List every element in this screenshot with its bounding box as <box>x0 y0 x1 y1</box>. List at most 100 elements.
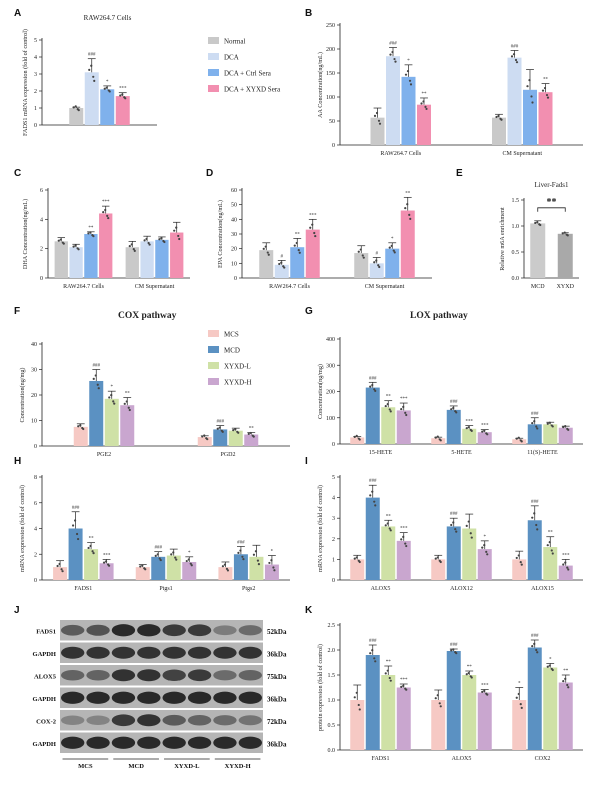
data-point <box>57 239 60 242</box>
bar <box>431 559 446 580</box>
blot-band <box>238 646 262 659</box>
data-point <box>172 551 175 554</box>
data-point <box>512 53 516 56</box>
bar <box>68 528 83 580</box>
x-category-label: 11(S)-HETE <box>527 449 558 456</box>
data-point <box>102 211 105 214</box>
blot-kda-label: 36kDa <box>267 650 287 658</box>
panel-letter-e: E <box>456 168 463 179</box>
data-point <box>392 249 395 252</box>
data-point <box>515 556 518 560</box>
blot-strip <box>60 642 263 663</box>
blot-band <box>162 714 186 726</box>
y-tick-label: 2.0 <box>328 648 336 654</box>
data-point <box>539 223 542 227</box>
significance-label: ### <box>369 376 377 381</box>
data-point <box>232 429 235 432</box>
significance-label: ** <box>467 665 473 670</box>
data-point <box>374 504 377 507</box>
data-point <box>483 544 486 547</box>
y-tick-label: 400 <box>326 337 335 343</box>
blot-band <box>187 646 212 659</box>
blot-band <box>187 624 212 637</box>
data-point <box>483 429 486 432</box>
x-category-label: Ptgs1 <box>159 586 172 592</box>
data-point <box>394 60 397 63</box>
data-point <box>438 702 441 705</box>
x-category-label: PGD2 <box>220 452 235 458</box>
bar <box>370 117 385 145</box>
bar <box>527 647 542 750</box>
data-point <box>178 237 181 241</box>
significance-label: ### <box>531 500 539 505</box>
significance-label: *** <box>400 397 408 402</box>
data-point <box>439 439 442 442</box>
bar <box>350 437 365 444</box>
bar <box>84 549 99 580</box>
legend-swatch-dca <box>208 53 219 60</box>
data-point <box>519 561 522 564</box>
bar <box>369 263 384 278</box>
panel-letter-i: I <box>305 456 308 467</box>
bar <box>135 567 150 580</box>
data-point <box>249 431 252 435</box>
bar <box>527 424 542 444</box>
data-point <box>541 89 545 92</box>
y-tick-label: 30 <box>231 232 237 238</box>
data-point <box>386 522 389 525</box>
blot-band <box>137 714 161 727</box>
bar <box>530 223 546 278</box>
data-point <box>373 500 376 503</box>
y-tick-label: 0 <box>332 442 335 448</box>
data-point <box>107 216 110 220</box>
data-point <box>71 524 75 527</box>
panel-letter-b: B <box>305 8 312 19</box>
data-point <box>531 516 534 519</box>
y-tick-label: 8 <box>34 475 37 481</box>
data-point <box>241 555 244 558</box>
data-point <box>72 245 75 248</box>
data-point <box>127 406 130 409</box>
data-point <box>77 248 80 251</box>
data-point <box>567 568 570 571</box>
data-point <box>388 246 391 249</box>
bar <box>543 424 558 444</box>
data-point <box>358 708 361 711</box>
x-category-label: FADS1 <box>372 756 390 762</box>
y-tick-label: 0 <box>34 578 37 584</box>
y-tick-label: 4 <box>40 217 43 223</box>
bar <box>305 229 320 278</box>
data-point <box>314 234 317 238</box>
bar <box>104 398 119 446</box>
significance-label: * <box>111 385 114 390</box>
data-point <box>561 232 564 235</box>
data-point <box>272 566 275 569</box>
blot-band <box>162 624 186 637</box>
bar <box>417 104 431 145</box>
data-point <box>519 703 522 706</box>
y-axis-label: mRNA expression (fold of control) <box>19 485 26 572</box>
data-point <box>375 259 378 262</box>
bar <box>557 233 573 278</box>
data-point <box>107 564 111 567</box>
blot-band <box>86 715 110 725</box>
chart-a-fads1-mrna: 0 1 2 3 4 5 FADS1 mRNA expression (fold of con… <box>22 14 157 136</box>
significance-label: ### <box>531 634 539 639</box>
data-point <box>295 241 298 245</box>
chart-title: RAW264.7 Cells <box>84 14 132 22</box>
data-point <box>313 231 316 235</box>
y-tick-label: 300 <box>326 363 335 369</box>
blot-band <box>187 691 212 704</box>
blot-strip <box>60 665 263 686</box>
y-tick-label: 0 <box>34 123 37 129</box>
bar <box>290 247 305 278</box>
significance-label: ### <box>237 541 245 546</box>
data-point <box>112 400 115 403</box>
bar <box>244 434 259 446</box>
panel-letter-j: J <box>14 605 20 616</box>
data-point <box>102 561 106 564</box>
significance-label: *** <box>466 420 474 425</box>
bar <box>396 410 411 444</box>
blot-kda-label: 36kDa <box>267 740 287 748</box>
blot-band <box>61 715 85 725</box>
